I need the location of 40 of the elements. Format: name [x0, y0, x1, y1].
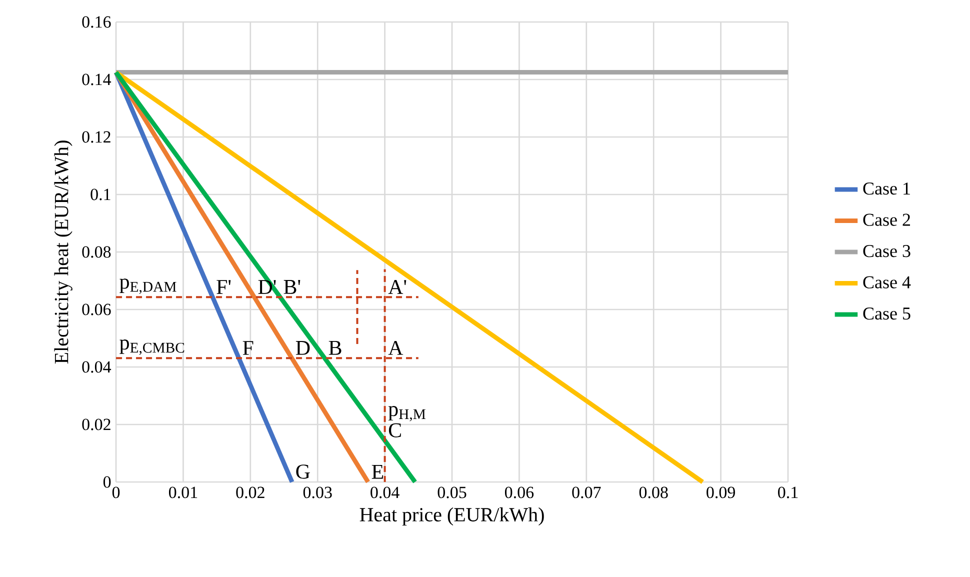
y-axis-title: Electricity heat (EUR/kWh) — [54, 140, 72, 364]
y-tick-label: 0.14 — [82, 74, 112, 86]
x-tick-label: 0.06 — [504, 486, 534, 498]
x-tick-label: 0.08 — [639, 486, 668, 498]
y-tick-label: 0.08 — [82, 246, 111, 258]
x-tick-label: 0 — [112, 486, 120, 498]
legend-label: Case 2 — [863, 214, 910, 226]
legend-label: Case 1 — [863, 182, 910, 195]
y-tick-label: 0.02 — [82, 418, 110, 430]
annotation: C — [388, 423, 401, 438]
annotation: B' — [284, 280, 300, 294]
x-tick-label: 0.01 — [168, 486, 198, 498]
x-tick-label: 0.1 — [778, 486, 798, 498]
annotation: p$_{E,DAM}$ — [120, 278, 176, 294]
y-tick-label: 0.04 — [82, 361, 112, 373]
x-tick-label: 0.07 — [572, 486, 601, 498]
annotation: E — [372, 464, 384, 479]
annotation: F' — [216, 280, 231, 294]
y-tick-label: 0.12 — [82, 131, 110, 143]
legend-label: Case 4 — [863, 276, 911, 288]
annotation: F — [242, 341, 254, 355]
annotation: p$_{H,M}$ — [388, 406, 426, 422]
legend-label: Case 5 — [863, 308, 910, 320]
y-tick-label: 0.06 — [82, 304, 111, 316]
annotation: A' — [388, 280, 406, 294]
annotation: p$_{E,CMBC}$ — [120, 340, 184, 355]
x-tick-label: 0.09 — [706, 486, 735, 498]
annotation: D — [296, 341, 310, 355]
x-tick-label: 0.05 — [438, 486, 466, 498]
x-axis-title: Heat price (EUR/kWh) — [360, 507, 544, 526]
y-tick-label: 0.16 — [82, 16, 111, 28]
x-tick-label: 0.04 — [370, 486, 400, 498]
y-tick-label: 0 — [103, 476, 111, 488]
annotation: G — [296, 464, 310, 479]
x-tick-label: 0.03 — [303, 486, 332, 498]
annotation: B — [328, 341, 342, 355]
x-tick-label: 0.02 — [236, 486, 264, 498]
annotation: A — [388, 340, 404, 355]
legend-label: Case 3 — [863, 245, 910, 258]
y-tick-label: 0.1 — [90, 188, 110, 200]
